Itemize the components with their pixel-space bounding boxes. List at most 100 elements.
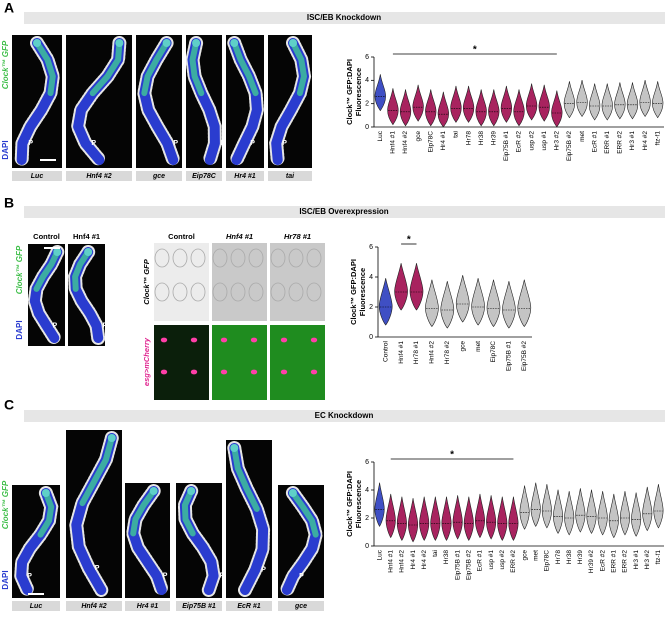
violin <box>408 498 419 543</box>
image-label-box <box>125 601 170 611</box>
stain-label: DAPI <box>1 570 10 589</box>
y-tick-label: 0 <box>365 543 369 550</box>
p-label: P <box>95 565 100 572</box>
x-tick-label: gce <box>521 550 528 561</box>
y-tick-label: 4 <box>369 274 373 281</box>
gut-head <box>53 248 62 256</box>
cell <box>230 282 246 302</box>
violin <box>500 85 512 123</box>
violin <box>396 496 407 541</box>
y-tick-label: 6 <box>365 54 369 61</box>
violin <box>614 82 626 120</box>
x-tick-label: Hr39 <box>491 131 498 145</box>
panel-header: EC Knockdown <box>315 411 374 420</box>
violin <box>471 278 485 326</box>
gut-gfp <box>79 435 115 507</box>
image-label-box <box>136 171 182 181</box>
x-tick-label: Hr4 #2 <box>421 550 428 570</box>
violin <box>497 496 508 541</box>
x-tick-label: gce <box>415 131 422 142</box>
violin <box>563 81 576 119</box>
gut-head <box>187 487 196 495</box>
gfp-image <box>212 243 267 321</box>
violin <box>541 484 552 529</box>
gut-head <box>288 489 297 497</box>
violin <box>517 279 532 327</box>
x-tick-label: usp #2 <box>499 550 506 570</box>
x-tick-label: ERR #2 <box>510 550 517 573</box>
violin <box>526 83 538 121</box>
y-tick-label: 6 <box>369 244 373 251</box>
panel-header: ISC/EB Knockdown <box>307 13 381 22</box>
image-label-box <box>66 601 122 611</box>
mcherry-image <box>270 325 325 400</box>
x-tick-label: met <box>579 131 586 142</box>
image-label: EcR #1 <box>237 603 260 610</box>
image-label-box <box>278 601 324 611</box>
header-bar <box>24 410 665 422</box>
image-label-box <box>226 601 272 611</box>
violin <box>586 489 597 534</box>
violin <box>652 81 664 119</box>
gut-gfp <box>189 40 205 97</box>
y-axis-label: Clock™ GFP:DAPI <box>349 259 358 325</box>
p-label: P <box>102 323 107 330</box>
esg-cell <box>250 337 258 343</box>
y-axis-label: Fluorescence <box>358 268 367 316</box>
violin <box>576 80 588 118</box>
image-label: tai <box>286 173 295 180</box>
violin <box>437 91 449 128</box>
x-tick-label: Hr38 <box>478 131 485 145</box>
image-label-box <box>176 601 222 611</box>
gut-gfp <box>231 40 259 97</box>
violin <box>462 85 475 123</box>
gut-gfp <box>33 249 61 292</box>
mcherry-image <box>212 325 267 400</box>
image-label: Hnf4 #2 <box>86 173 111 180</box>
image-label-box <box>12 171 62 181</box>
violin <box>387 88 399 126</box>
significance-star: * <box>407 235 411 246</box>
violin <box>502 281 516 329</box>
p-label: P <box>28 140 33 147</box>
gfp-image <box>270 243 325 321</box>
x-tick-label: Control <box>382 340 389 362</box>
violin <box>425 89 437 127</box>
panel-label: B <box>4 195 14 211</box>
x-tick-label: Eip75B #1 <box>503 131 510 161</box>
image-label: Luc <box>31 173 44 180</box>
stain-label: DAPI <box>1 140 10 159</box>
x-tick-label: Hr4 #1 <box>410 550 417 570</box>
x-tick-label: tai <box>453 131 460 138</box>
image-label: gce <box>152 173 165 180</box>
gut-head <box>192 39 201 47</box>
violin <box>486 495 497 540</box>
x-tick-label: Hr38 <box>566 550 573 564</box>
x-tick-label: EcR #2 <box>599 550 606 572</box>
image-label-box <box>268 171 312 181</box>
x-tick-label: Hnf4 #1 <box>398 341 405 364</box>
gut-head <box>230 444 239 452</box>
image-label-box <box>226 171 264 181</box>
x-tick-label: usp #2 <box>528 131 535 151</box>
stain-label: Clock™ GFP <box>15 245 24 294</box>
esg-cell <box>310 337 318 343</box>
violin <box>385 493 396 539</box>
esg-cell <box>280 337 288 343</box>
gut-gfp <box>34 40 56 97</box>
violin <box>441 496 452 541</box>
gut-gfp <box>130 488 157 537</box>
cell <box>190 248 206 268</box>
x-tick-label: ftz-f1 <box>655 550 662 565</box>
x-tick-label: Hr3 #1 <box>633 550 640 570</box>
violin <box>455 275 470 323</box>
x-tick-label: Luc <box>376 549 383 560</box>
image-label-box <box>66 171 132 181</box>
p-label: P <box>261 567 266 574</box>
violin <box>530 482 541 527</box>
cell <box>306 282 322 302</box>
violin <box>374 482 385 527</box>
violin <box>412 84 424 122</box>
gut-gfp <box>289 490 319 538</box>
